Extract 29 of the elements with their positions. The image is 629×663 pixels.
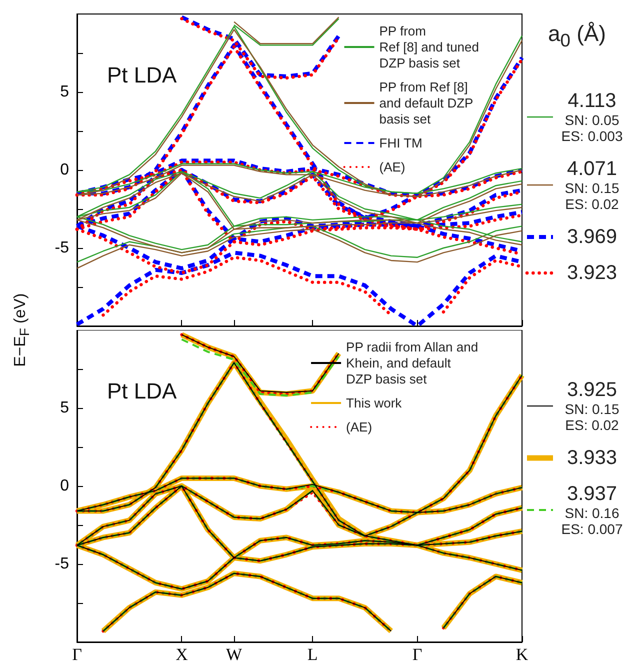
text: 4.071 SN: 0.15 ES: 0.02 <box>564 158 620 212</box>
legend-label: PP from Ref [8] and default DZP basis set <box>379 80 474 126</box>
y-tick-label: 5 <box>60 400 70 416</box>
legend-label: This work <box>346 396 402 410</box>
legend-label: FHI TM <box>379 136 422 150</box>
x-tick-label: Γ <box>412 645 422 663</box>
x-tick-label: L <box>307 645 318 663</box>
annotation: Pt LDA <box>107 62 178 88</box>
x-tick-label: K <box>516 645 529 663</box>
x-tick-label: Γ <box>72 645 82 663</box>
x-tick-label: X <box>176 645 188 663</box>
y-tick-label: 0 <box>60 478 70 494</box>
annotation: Pt LDA <box>107 378 178 404</box>
y-tick-label: 5 <box>60 84 70 100</box>
text: 3.969 <box>566 226 618 248</box>
y-tick-label: -5 <box>54 240 70 256</box>
legend-label: (AE) <box>379 160 406 174</box>
legend-title: a$_{0}$ (Å) <box>547 20 607 52</box>
legend-label: (AE) <box>346 420 372 434</box>
x-tick-label: W <box>226 645 244 663</box>
legend-label: PP from Ref [8] and tuned DZP basis set <box>379 24 480 70</box>
y-tick-label: -5 <box>54 556 70 572</box>
y-tick-label: 0 <box>60 162 70 178</box>
text: 3.933 <box>566 447 618 469</box>
text: 4.113 SN: 0.05 ES: 0.003 <box>560 90 624 144</box>
legend-label: PP radii from Allan and Khein, and default DZP basis set <box>346 340 478 386</box>
text: 3.925 SN: 0.15 ES: 0.02 <box>564 379 620 433</box>
text: 3.923 <box>566 262 618 284</box>
text: 3.937 SN: 0.16 ES: 0.007 <box>560 483 624 537</box>
